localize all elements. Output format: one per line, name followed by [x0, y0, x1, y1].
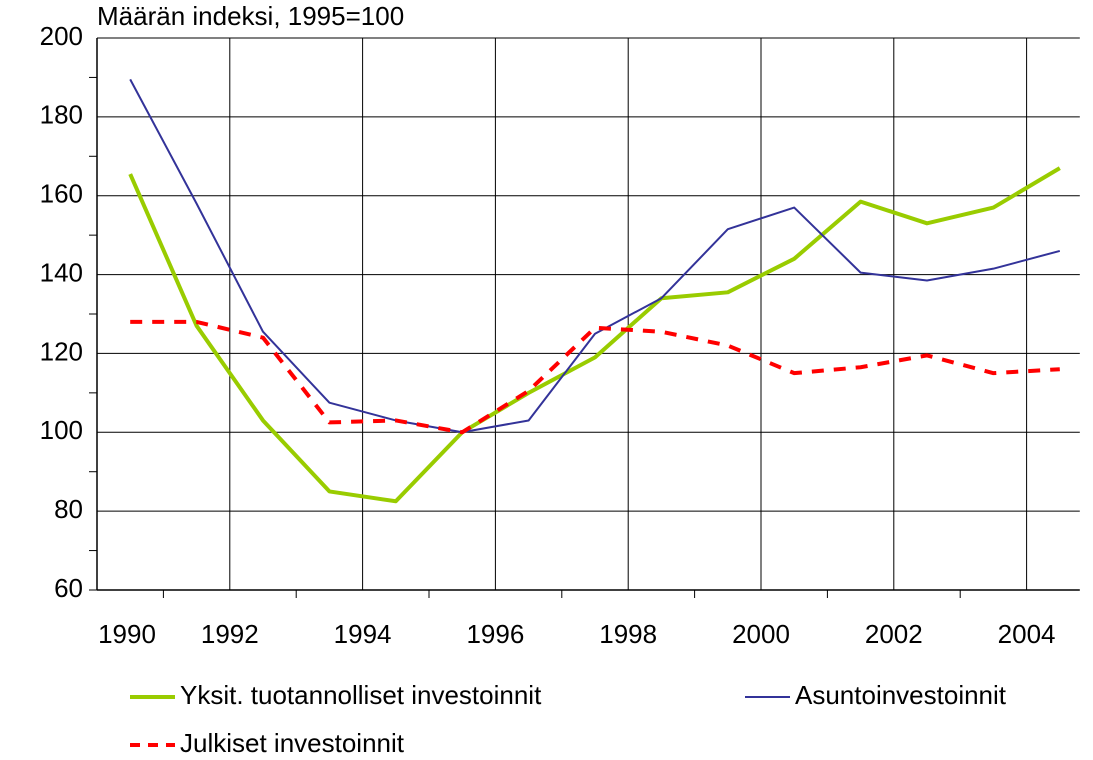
x-tick-label: 1996 — [466, 619, 524, 649]
legend-label: Asuntoinvestoinnit — [795, 680, 1007, 710]
y-tick-label: 140 — [40, 257, 83, 287]
chart-title: Määrän indeksi, 1995=100 — [97, 1, 404, 31]
y-tick-label: 60 — [54, 573, 83, 603]
x-tick-label: 1990 — [98, 619, 156, 649]
x-tick-label: 1998 — [599, 619, 657, 649]
y-tick-label: 160 — [40, 179, 83, 209]
series-line — [129, 78, 1061, 434]
x-tick-label: 2004 — [998, 619, 1056, 649]
series-line — [128, 166, 1061, 504]
y-tick-label: 180 — [40, 100, 83, 130]
y-tick-label: 200 — [40, 21, 83, 51]
legend-label: Julkiset investoinnit — [180, 728, 405, 758]
y-tick-label: 100 — [40, 415, 83, 445]
x-tick-label: 2000 — [732, 619, 790, 649]
x-tick-label: 1992 — [201, 619, 259, 649]
y-tick-label: 80 — [54, 494, 83, 524]
x-tick-label: 1994 — [334, 619, 392, 649]
y-tick-label: 120 — [40, 336, 83, 366]
series-line — [130, 319, 1060, 435]
x-tick-label: 2002 — [865, 619, 923, 649]
legend-label: Yksit. tuotannolliset investoinnit — [180, 680, 542, 710]
